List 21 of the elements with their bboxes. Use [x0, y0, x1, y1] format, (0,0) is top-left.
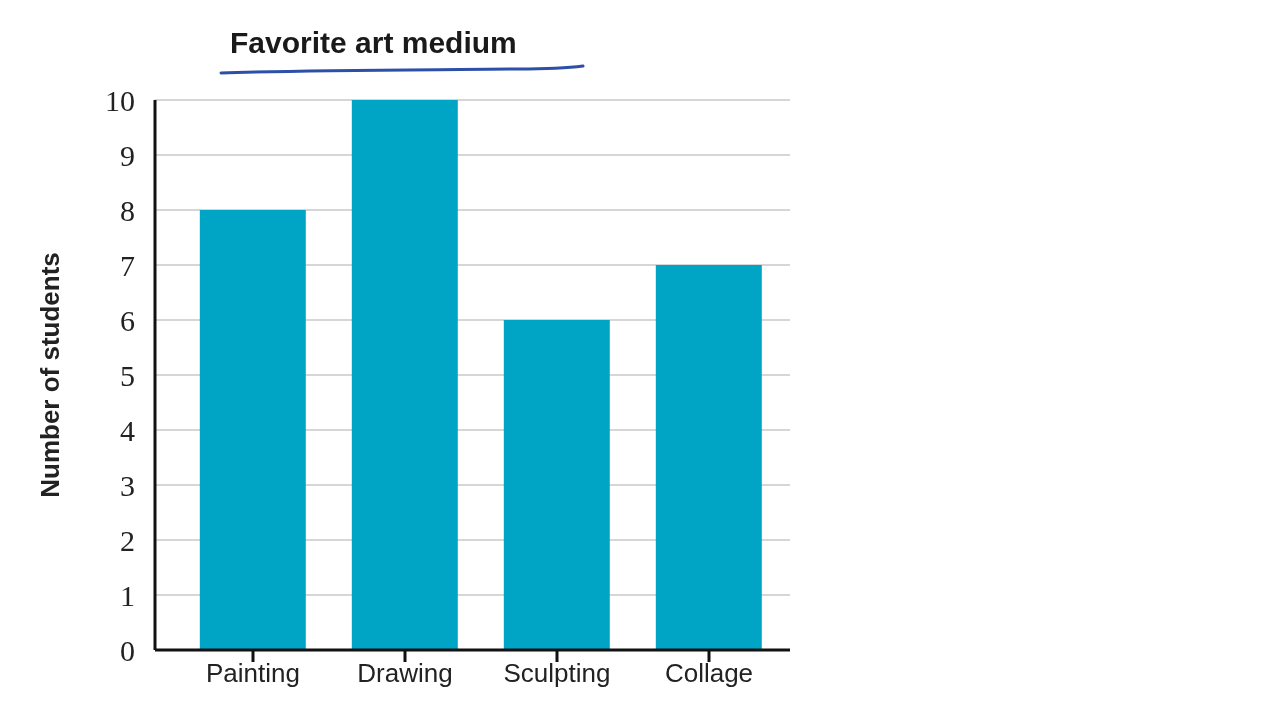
y-tick-label: 3 [120, 468, 135, 502]
y-tick-label: 1 [120, 578, 135, 612]
x-tick-label: Drawing [357, 658, 453, 689]
y-tick-label: 4 [120, 413, 135, 447]
x-tick-label: Sculpting [503, 658, 611, 689]
y-tick-label: 7 [120, 248, 135, 282]
x-tick-label: Collage [664, 658, 754, 689]
y-tick-label: 6 [120, 303, 135, 337]
y-tick-label: 2 [120, 523, 135, 557]
y-tick-label: 0 [120, 633, 135, 667]
bar [655, 265, 762, 650]
y-tick-label: 10 [105, 83, 135, 117]
y-tick-label: 9 [120, 138, 135, 172]
chart-title: Favorite art medium [230, 26, 517, 60]
x-tick-label: Painting [206, 658, 300, 689]
y-axis-title: Number of students [35, 252, 66, 498]
bar [503, 320, 610, 650]
y-tick-label: 8 [120, 193, 135, 227]
bar [199, 210, 306, 650]
bar [351, 100, 458, 650]
y-tick-label: 5 [120, 358, 135, 392]
